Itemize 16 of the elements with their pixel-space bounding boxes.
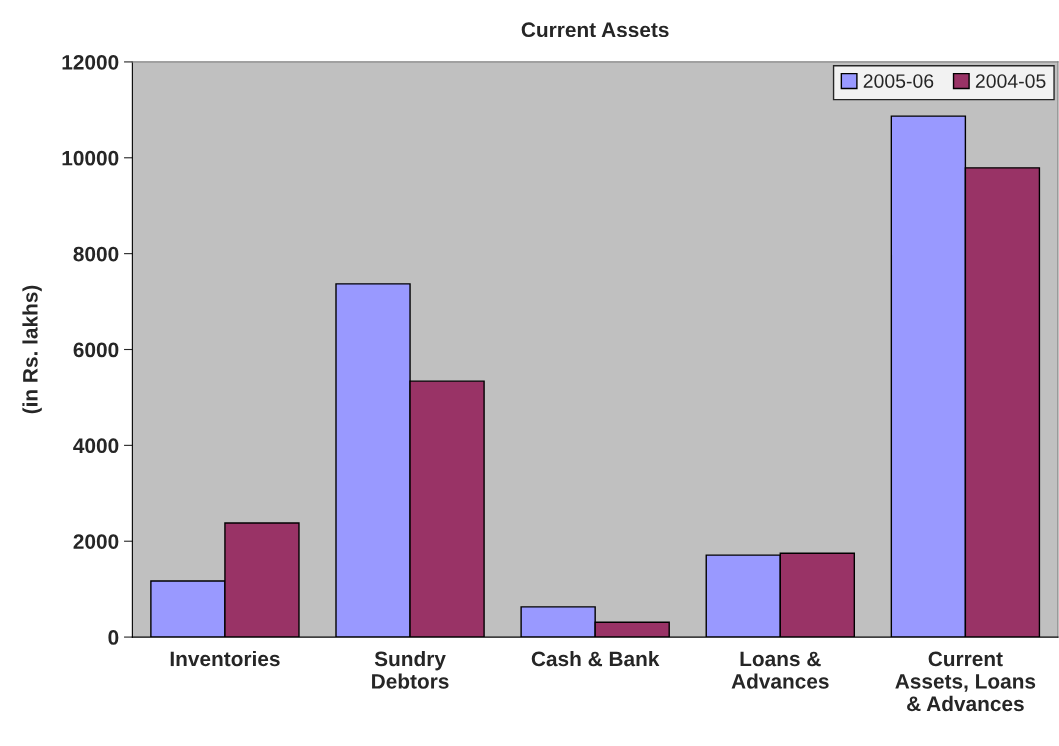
legend-label: 2005-06 — [863, 74, 934, 88]
chart-title: Current Assets — [521, 22, 669, 38]
y-tick-label: 10000 — [62, 150, 119, 166]
y-axis-title: (in Rs. lakhs) — [22, 285, 42, 414]
x-tick-label: Inventories — [170, 650, 280, 667]
y-tick-label: 8000 — [73, 246, 119, 262]
y-tick-label: 4000 — [73, 438, 119, 454]
x-tick-label: Sundry Debtors — [372, 650, 449, 689]
legend-label: 2004-05 — [975, 74, 1046, 88]
x-tick-label: Cash & Bank — [531, 650, 660, 667]
y-tick-label: 0 — [108, 630, 119, 645]
y-tick-label: 12000 — [62, 54, 119, 70]
y-tick-label: 6000 — [73, 342, 119, 358]
x-tick-label: Loans & Advances — [731, 651, 829, 689]
x-tick-label: Current Assets, Loans & Advances — [895, 651, 1036, 712]
y-tick-label: 2000 — [73, 534, 119, 549]
